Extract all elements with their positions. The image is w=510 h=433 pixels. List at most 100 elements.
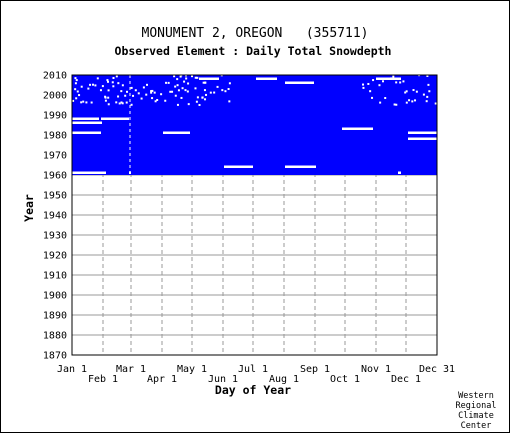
x-tick-label: May 1 [177,364,207,375]
missing-point [140,97,143,100]
missing-point [427,83,430,86]
missing-segment [398,171,401,174]
missing-point [104,96,107,99]
missing-point [154,100,157,103]
x-tick-label: Mar 1 [116,364,146,375]
missing-point [184,89,187,92]
missing-point [379,101,382,104]
missing-point [196,76,199,79]
missing-point [228,82,231,85]
missing-point [195,100,198,103]
missing-point [89,83,92,86]
missing-segment [101,117,129,120]
y-tick-label: 1890 [43,311,67,322]
missing-point [132,94,135,97]
missing-point [179,75,182,78]
missing-segment [408,131,437,134]
missing-point [142,86,145,89]
missing-point [118,102,121,105]
credit-line: Center [461,421,492,431]
missing-point [145,93,148,96]
missing-point [101,85,104,88]
missing-point [134,89,137,92]
missing-point [115,75,118,78]
missing-point [408,99,411,102]
missing-point [92,83,95,86]
missing-point [425,100,428,103]
missing-point [160,93,163,96]
missing-point [434,102,437,105]
missing-point [204,81,207,84]
x-tick-label: Jun 1 [208,374,238,385]
credit-line: Regional [456,401,497,411]
missing-point [209,91,212,94]
missing-segment [72,171,106,174]
missing-point [384,97,387,100]
missing-point [117,82,120,85]
missing-point [426,95,429,98]
missing-point [111,81,114,84]
x-tick-labels-upper: Jan 1 Mar 1 May 1 Jul 1 Sep 1 Nov 1 Dec 31 [57,364,455,375]
missing-point [74,77,77,80]
missing-point [180,96,183,99]
missing-point [176,84,179,87]
missing-point [90,101,93,104]
y-tick-label: 1870 [43,351,67,362]
missing-segment [285,81,314,84]
missing-point [150,90,153,93]
missing-point [202,81,205,84]
missing-point [205,93,208,96]
y-tick-label: 1990 [43,111,67,122]
y-tick-label: 1900 [43,291,67,302]
missing-point [395,103,398,106]
missing-point [176,78,179,81]
missing-point [117,95,120,98]
missing-point [185,77,188,80]
missing-point [201,96,204,99]
missing-point [78,94,81,97]
snowdepth-data-block [72,75,437,175]
missing-point [191,75,194,78]
missing-point [85,101,88,104]
missing-segment [72,117,99,120]
missing-point [107,103,110,106]
missing-point [194,87,197,90]
missing-point [112,76,115,79]
chart-title: MONUMENT 2, OREGON (355711) [142,26,369,41]
missing-point [216,85,219,88]
missing-point [130,86,133,89]
missing-point [412,89,415,92]
x-tick-labels-lower: Feb 1 Apr 1 Jun 1 Aug 1 Oct 1 Dec 1 [88,374,421,385]
missing-point [115,101,118,104]
y-tick-label: 1950 [43,191,67,202]
missing-point [121,102,124,105]
missing-segment [163,131,190,134]
missing-point [399,81,402,84]
missing-point [112,85,115,88]
missing-point [404,91,407,94]
missing-point [137,92,140,95]
missing-point [150,91,153,94]
missing-point [414,99,417,102]
missing-point [426,74,429,77]
y-tick-label: 1930 [43,231,67,242]
missing-point [124,94,127,97]
missing-point [174,94,177,97]
x-tick-label: Apr 1 [147,374,177,385]
missing-point [120,90,123,93]
plot-area [71,74,438,356]
missing-point [120,101,123,104]
missing-point [171,90,174,93]
missing-point [428,90,431,93]
missing-point [80,85,83,88]
y-tick-label: 1940 [43,211,67,222]
missing-point [153,91,156,94]
missing-point [395,81,398,84]
missing-point [393,103,396,106]
missing-point [87,87,90,90]
x-tick-label: Jan 1 [57,364,87,375]
missing-point [145,83,148,86]
missing-point [130,103,133,106]
missing-point [107,96,110,99]
missing-segment [376,77,401,80]
